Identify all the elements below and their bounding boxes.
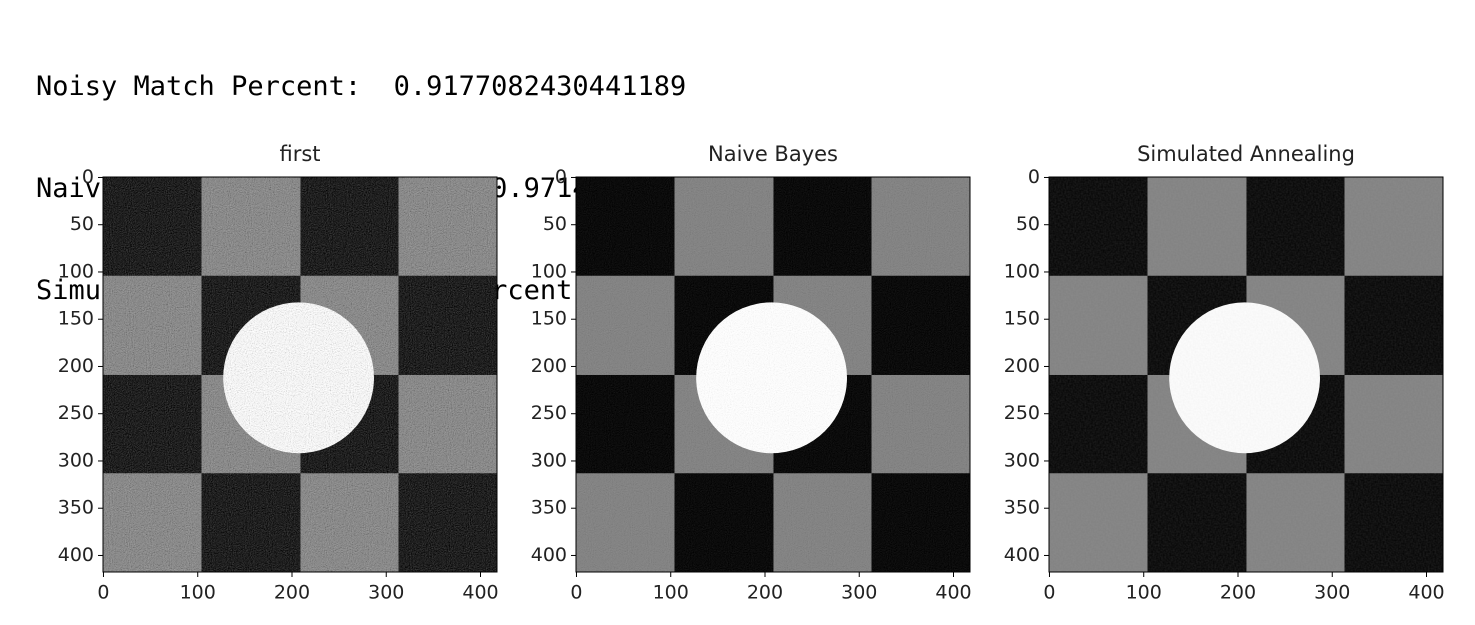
y-tick-label: 50 [70,213,94,235]
image-content [103,177,497,572]
x-tick-label: 300 [841,582,877,604]
x-tick-label: 100 [180,582,216,604]
x-tick-label: 300 [368,582,404,604]
y-tick-label: 200 [531,355,567,377]
image-content [576,177,970,572]
y-tick-label: 100 [1004,260,1040,282]
plot-title: Naive Bayes [708,142,838,166]
x-tick-label: 400 [1408,582,1444,604]
y-tick-label: 300 [58,449,94,471]
y-tick-label: 0 [82,166,94,188]
y-tick-label: 400 [1004,544,1040,566]
y-tick-label: 200 [58,355,94,377]
y-tick-label: 300 [531,449,567,471]
x-tick-label: 100 [1126,582,1162,604]
x-tick-label: 200 [1220,582,1256,604]
y-tick-label: 350 [1004,497,1040,519]
y-tick-label: 250 [58,402,94,424]
y-tick-label: 250 [531,402,567,424]
x-tick-label: 200 [274,582,310,604]
y-tick-label: 200 [1004,355,1040,377]
plot-title: first [279,142,320,166]
x-tick-label: 400 [935,582,971,604]
y-tick-label: 350 [531,497,567,519]
x-tick-label: 200 [747,582,783,604]
axes-frame [102,176,498,573]
x-tick-label: 0 [97,582,109,604]
y-tick-label: 250 [1004,402,1040,424]
y-tick-label: 300 [1004,449,1040,471]
axes-frame [575,176,971,573]
noise [103,177,497,572]
y-tick-label: 150 [531,308,567,330]
y-tick-label: 50 [1016,213,1040,235]
y-tick-label: 100 [58,260,94,282]
output-line: Noisy Match Percent: 0.9177082430441189 [36,71,687,102]
y-tick-label: 400 [58,544,94,566]
y-tick-label: 400 [531,544,567,566]
x-tick-label: 300 [1314,582,1350,604]
noise [1049,177,1443,572]
x-tick-label: 100 [653,582,689,604]
x-tick-label: 0 [570,582,582,604]
y-tick-label: 350 [58,497,94,519]
y-tick-label: 100 [531,260,567,282]
y-tick-label: 150 [1004,308,1040,330]
x-tick-label: 0 [1043,582,1055,604]
y-tick-label: 150 [58,308,94,330]
y-tick-label: 50 [543,213,567,235]
noise [576,177,970,572]
plot-title: Simulated Annealing [1137,142,1355,166]
axes-frame [1048,176,1444,573]
x-tick-label: 400 [462,582,498,604]
y-tick-label: 0 [1028,166,1040,188]
image-content [1049,177,1443,572]
y-tick-label: 0 [555,166,567,188]
